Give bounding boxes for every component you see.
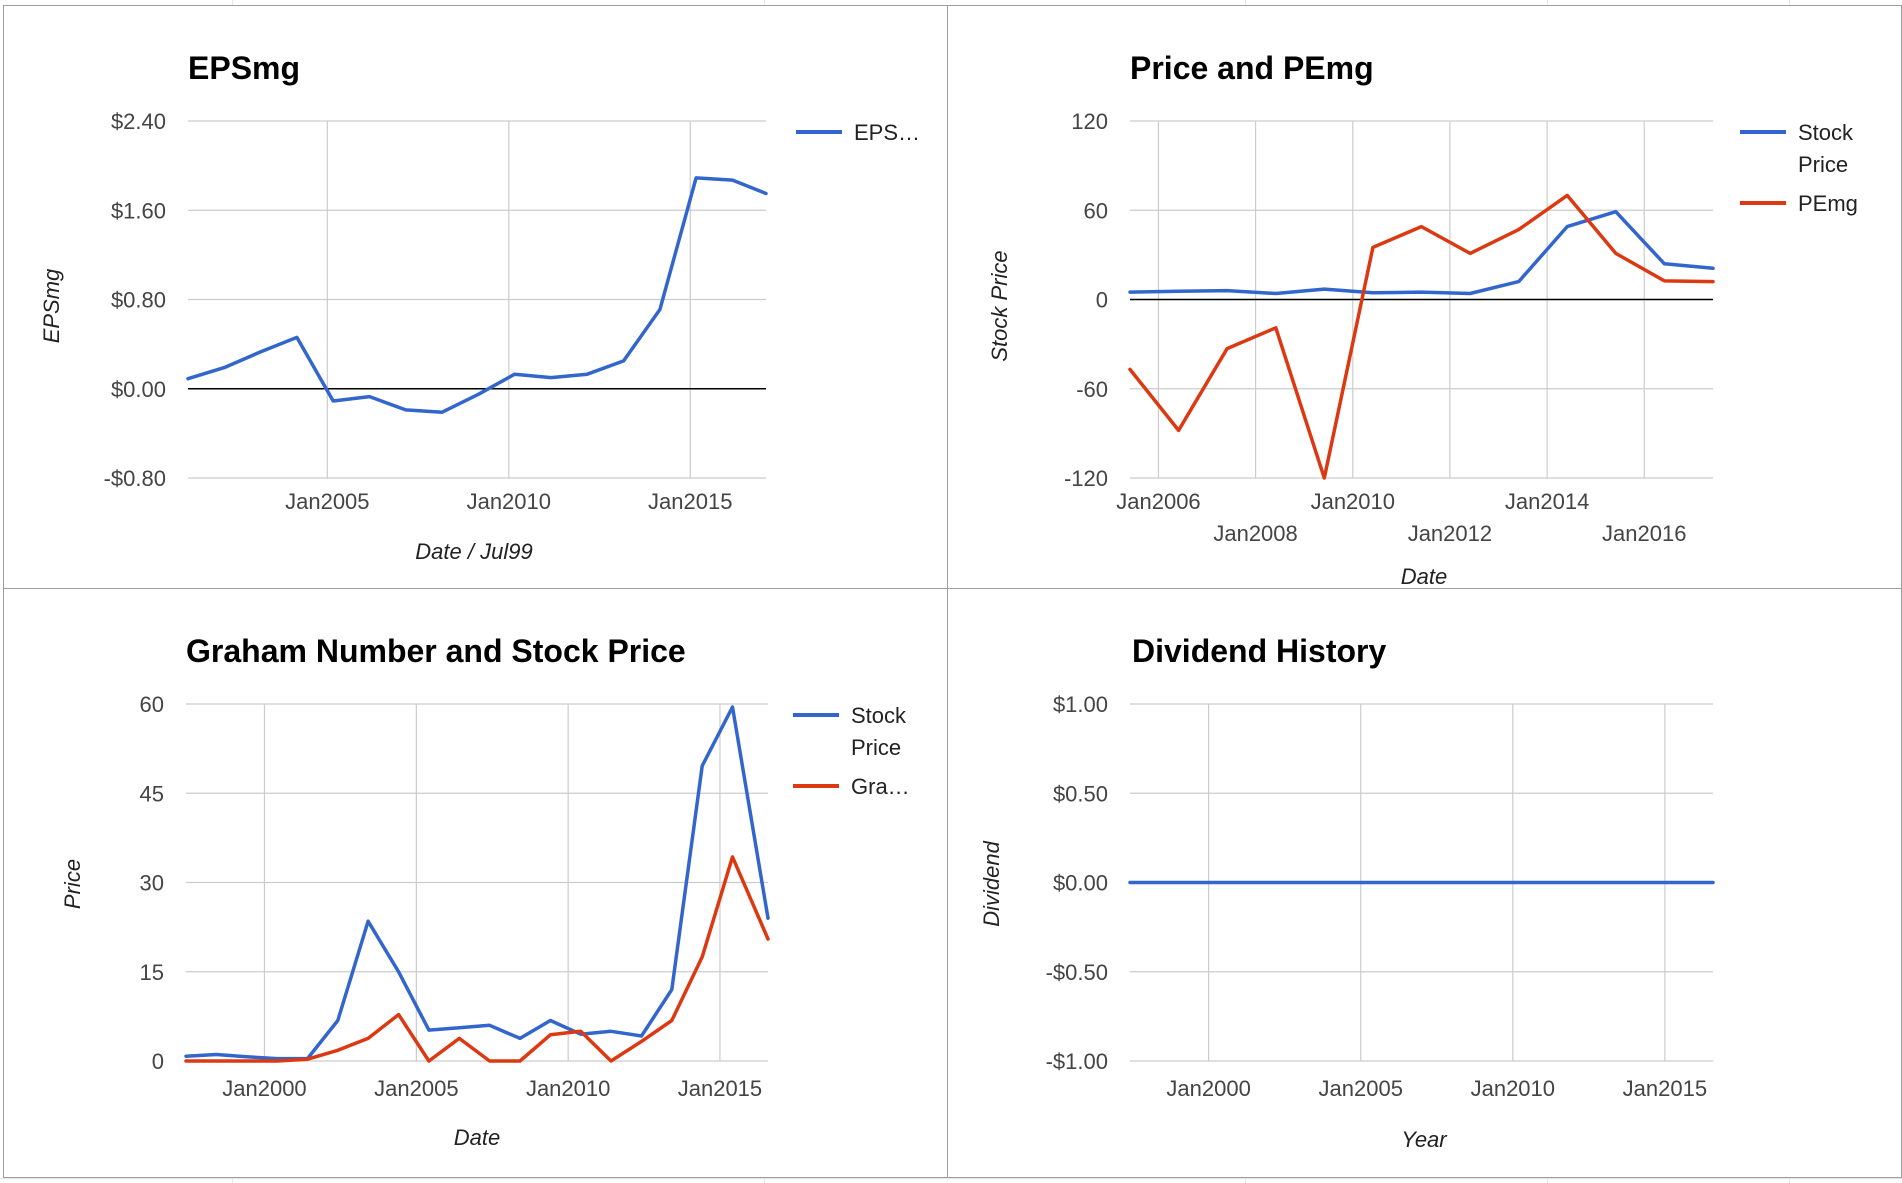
x-axis-label: Date / Jul99 [415,539,532,564]
x-tick-label: Jan2010 [1311,489,1395,514]
y-tick-label: $0.80 [111,288,166,313]
x-tick-label: Jan2014 [1505,489,1589,514]
y-tick-label: $1.60 [111,198,166,223]
series-line[interactable] [1128,193,1715,480]
price-pemg-chart: Price and PEmg Date Stock Price -120 -60 0… [987,50,1858,589]
y-tick-label: $0.00 [111,377,166,402]
y-tick-label: 0 [152,1049,164,1074]
x-tick-label: Jan2005 [285,489,369,514]
y-tick-label: 15 [140,960,164,985]
x-tick-label: Jan2010 [526,1076,610,1101]
y-tick-label: $0.50 [1053,781,1108,806]
legend-label: EPS… [854,120,920,145]
legend-label: PEmg [1798,191,1858,216]
y-tick-label: 60 [140,692,164,717]
graham-chart: Graham Number and Stock Price Date Price… [60,633,910,1150]
y-axis-label: Price [60,859,85,909]
y-axis-label: Dividend [979,840,1004,926]
legend-label: Stock Price [851,703,907,760]
x-tick-label: Jan2015 [648,489,732,514]
dividend-chart: Dividend History Year Dividend -$1.00 -$0… [979,633,1715,1152]
y-axis-label: Stock Price [987,250,1012,361]
x-axis-label: Date [454,1125,500,1150]
y-tick-label: -$0.50 [1046,960,1108,985]
y-tick-label: $2.40 [111,109,166,134]
chart-title: Dividend History [1132,633,1386,669]
y-tick-label: -$0.80 [104,466,166,491]
y-tick-label: 60 [1084,198,1108,223]
y-tick-label: -120 [1064,466,1108,491]
y-tick-label: 45 [140,781,164,806]
x-tick-label: Jan2010 [1471,1076,1555,1101]
chart-title: Price and PEmg [1130,50,1374,86]
price-pemg-chart-panel[interactable]: Price and PEmg Date Stock Price -120 -60 0… [947,5,1902,591]
sheet-row-line [0,1178,1902,1179]
series-line[interactable] [1128,209,1715,296]
y-tick-label: -$1.00 [1046,1049,1108,1074]
legend-label: Stock Price [1798,120,1854,177]
x-tick-label: Jan2000 [1166,1076,1250,1101]
legend-label: Gra… [851,774,910,799]
y-tick-label: 30 [140,871,164,896]
x-axis-label: Year [1401,1127,1448,1152]
y-tick-label: $1.00 [1053,692,1108,717]
x-axis-label: Date [1401,564,1447,589]
x-tick-label: Jan2016 [1602,521,1686,546]
dividend-chart-panel[interactable]: Dividend History Year Dividend -$1.00 -$0… [947,588,1902,1178]
x-tick-label: Jan2000 [222,1076,306,1101]
series-line[interactable] [184,705,770,1061]
plot-area: -$0.80 $0.00 $0.80 $1.60 $2.40 Jan2005 Jan2010… [104,109,768,514]
chart-title: EPSmg [188,50,300,86]
y-tick-label: 120 [1071,109,1108,134]
y-tick-label: -60 [1076,377,1108,402]
x-tick-label: Jan2010 [467,489,551,514]
x-tick-label: Jan2005 [374,1076,458,1101]
eps-chart: EPSmg Date / Jul99 EPSmg -$0.80 $0.00 $0.8… [39,50,920,564]
plot-area: -120 -60 0 60 120 Jan2006 Jan2008 Jan2010 Jan201… [1064,109,1715,546]
series-line[interactable] [184,855,770,1063]
x-tick-label: Jan2012 [1408,521,1492,546]
series-line[interactable] [186,176,768,414]
y-tick-label: $0.00 [1053,871,1108,896]
x-tick-label: Jan2015 [1623,1076,1707,1101]
x-tick-label: Jan2006 [1116,489,1200,514]
x-tick-label: Jan2008 [1213,521,1297,546]
chart-title: Graham Number and Stock Price [186,633,686,669]
y-tick-label: 0 [1096,288,1108,313]
plot-area: -$1.00 -$0.50 $0.00 $0.50 $1.00 Jan2000 Jan200… [1046,692,1715,1101]
eps-chart-panel[interactable]: EPSmg Date / Jul99 EPSmg -$0.80 $0.00 $0.8… [3,5,948,591]
y-axis-label: EPSmg [39,268,64,343]
x-tick-label: Jan2015 [678,1076,762,1101]
graham-chart-panel[interactable]: Graham Number and Stock Price Date Price… [3,588,948,1178]
x-tick-label: Jan2005 [1319,1076,1403,1101]
